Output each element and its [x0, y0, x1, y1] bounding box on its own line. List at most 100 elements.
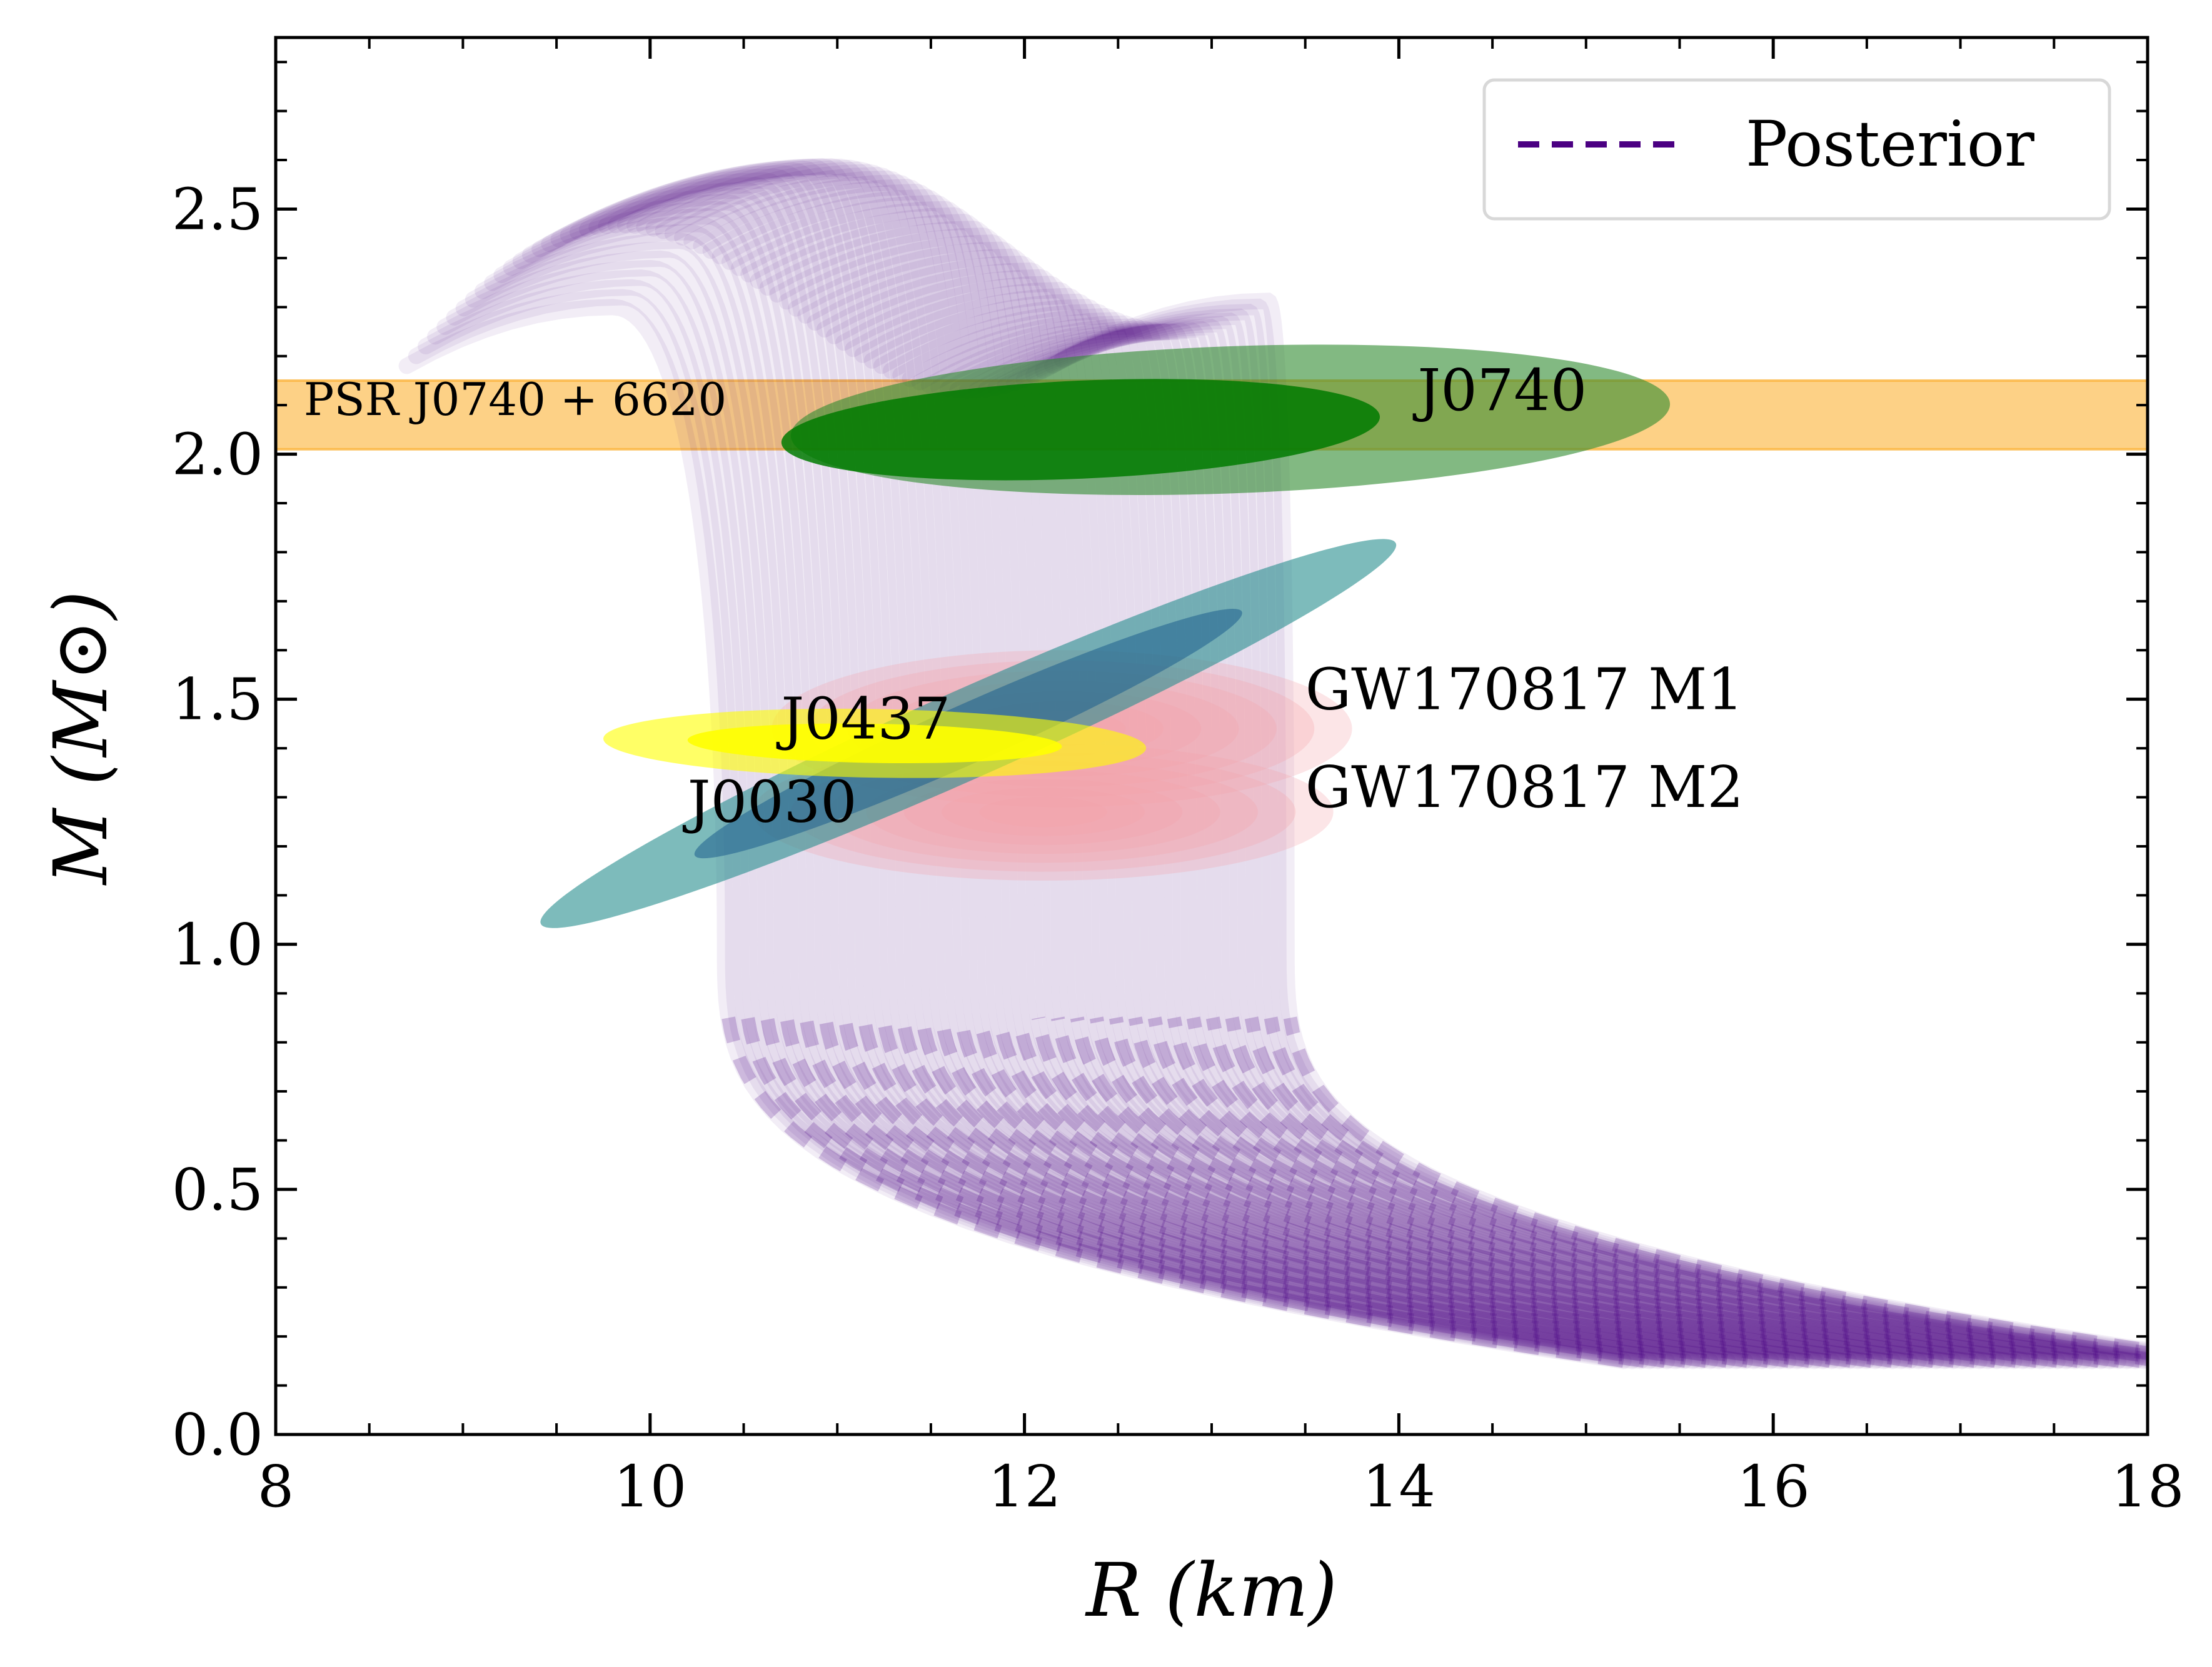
- posterior-curve-tail: [1031, 1016, 1955, 1368]
- x-tick-label: 10: [613, 1453, 686, 1520]
- annotation-gw170817-m1: GW170817 M1: [1305, 656, 1744, 723]
- posterior-curve-tail: [1205, 1016, 2141, 1368]
- posterior-curve: [1015, 312, 2148, 1364]
- posterior-curve-tail: [973, 1016, 1893, 1368]
- gw170817-m2-contour: [942, 788, 1145, 836]
- y-tick-label: 1.0: [172, 911, 263, 978]
- posterior-curve: [759, 220, 1962, 1369]
- posterior-curve: [902, 312, 2092, 1369]
- posterior-curve: [835, 276, 2031, 1369]
- posterior-curve: [740, 207, 1944, 1369]
- x-tick-label: 16: [1737, 1453, 1810, 1520]
- posterior-curve: [1006, 316, 2148, 1365]
- x-tick-label: 12: [988, 1453, 1061, 1520]
- x-axis-title: R (km): [1085, 1547, 1337, 1633]
- posterior-curve: [778, 234, 1979, 1369]
- posterior-curve: [968, 323, 2148, 1369]
- posterior-curve: [873, 299, 2066, 1369]
- posterior-curve: [797, 248, 1996, 1369]
- x-tick-label: 14: [1362, 1453, 1435, 1520]
- posterior-curve-tail: [1283, 1016, 2148, 1358]
- posterior-curve: [693, 179, 1901, 1369]
- posterior-curve-tail: [799, 1016, 1707, 1368]
- posterior-curve: [987, 321, 2148, 1368]
- posterior-curve-tail: [993, 1016, 1914, 1368]
- posterior-curve-tail: [896, 1016, 1811, 1368]
- y-axis-title: M (M⊙): [38, 591, 124, 886]
- posterior-curve-tail: [1244, 1016, 2148, 1363]
- posterior-curve: [845, 282, 2040, 1369]
- posterior-curve-tail: [1167, 1016, 2100, 1368]
- y-tick-label: 2.5: [172, 176, 263, 243]
- posterior-curve: [807, 255, 2005, 1369]
- posterior-curve: [750, 214, 1953, 1369]
- posterior-curve: [883, 303, 2074, 1369]
- posterior-curve: [1035, 303, 2148, 1361]
- annotation-j0740: J0740: [1412, 357, 1587, 424]
- posterior-curve-tail: [760, 1016, 1666, 1368]
- y-tick-label: 2.0: [172, 421, 263, 488]
- posterior-curve-tail: [1147, 1016, 2079, 1368]
- gw170817-m2-contour: [979, 796, 1107, 828]
- posterior-curve: [997, 318, 2148, 1366]
- posterior-curve-tail: [780, 1016, 1687, 1368]
- posterior-curve-tail: [838, 1016, 1749, 1368]
- posterior-curve: [940, 322, 2127, 1369]
- posterior-curve-tail: [1050, 1016, 1976, 1368]
- j0740-inner-region: [781, 379, 1380, 481]
- posterior-curve: [1025, 308, 2148, 1363]
- posterior-curve: [702, 184, 1909, 1369]
- posterior-curve-tail: [877, 1016, 1790, 1368]
- posterior-curve: [863, 293, 2058, 1369]
- posterior-curve-tail: [1070, 1016, 1996, 1368]
- legend: Posterior: [1482, 78, 2111, 221]
- y-tick-label: 0.0: [172, 1401, 263, 1468]
- posterior-curve: [854, 288, 2049, 1369]
- posterior-curve: [949, 323, 2135, 1369]
- annotation-psr-j0740-6620: PSR J0740 + 6620: [304, 373, 726, 426]
- posterior-curve-tail: [818, 1016, 1728, 1368]
- posterior-curve-tail: [915, 1016, 1831, 1368]
- posterior-curve-tail: [741, 1016, 1646, 1368]
- gw170817-m2-contour: [866, 770, 1220, 854]
- posterior-curve: [816, 262, 2014, 1369]
- j0437-inner-region: [687, 723, 1062, 764]
- posterior-curve: [892, 308, 2083, 1369]
- annotation-gw170817-m2: GW170817 M2: [1305, 754, 1744, 821]
- legend-box: [1482, 78, 2111, 221]
- annotation-j0030: J0030: [683, 769, 857, 836]
- posterior-curve: [1044, 298, 2148, 1360]
- posterior-curve: [920, 318, 2109, 1369]
- annotation-j0437: J0437: [776, 685, 950, 752]
- posterior-curve: [930, 320, 2118, 1369]
- posterior-curve-tail: [1109, 1016, 2038, 1368]
- posterior-curve: [683, 174, 1893, 1369]
- posterior-curve-tail: [1264, 1016, 2148, 1360]
- legend-label-posterior: Posterior: [1746, 108, 2034, 181]
- posterior-curve-tail: [1012, 1016, 1934, 1368]
- posterior-curve-tail: [721, 1016, 1625, 1368]
- posterior-curve: [826, 269, 2023, 1369]
- posterior-curve: [711, 189, 1918, 1369]
- posterior-curve-tail: [954, 1016, 1873, 1368]
- posterior-curve-tail: [1128, 1016, 2059, 1368]
- posterior-curve: [721, 194, 1927, 1369]
- posterior-curve: [978, 322, 2148, 1369]
- posterior-curve-tail: [935, 1016, 1852, 1368]
- x-tick-label: 8: [258, 1453, 294, 1520]
- posterior-curve: [788, 241, 1988, 1369]
- posterior-curve-tail: [1186, 1016, 2121, 1368]
- x-tick-label: 18: [2111, 1453, 2184, 1520]
- y-tick-label: 1.5: [172, 666, 263, 733]
- gw170817-m2-contour: [903, 779, 1183, 845]
- posterior-curve-tail: [857, 1016, 1769, 1368]
- posterior-curve-tail: [1225, 1016, 2148, 1366]
- y-tick-label: 0.5: [172, 1156, 263, 1223]
- posterior-curve-tail: [1089, 1016, 2017, 1368]
- posterior-curve: [1053, 293, 2148, 1359]
- posterior-curve: [731, 201, 1936, 1369]
- posterior-curve: [768, 227, 1971, 1369]
- posterior-curve: [911, 315, 2101, 1369]
- posterior-curve: [958, 323, 2144, 1369]
